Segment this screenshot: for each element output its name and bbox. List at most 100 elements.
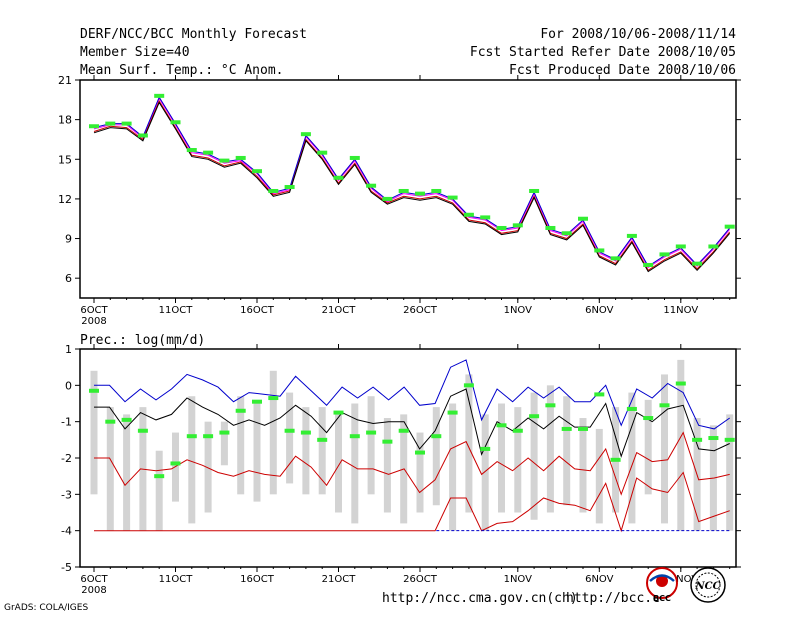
temp-xtick-label: 21OCT [322, 305, 357, 316]
temp-obs-mark [708, 244, 719, 249]
ncc-logo-text: NCC [694, 581, 720, 592]
temp-obs-mark [186, 148, 197, 153]
prec-spread-bar [465, 374, 473, 513]
temp-obs-mark [333, 175, 344, 180]
temp-obs-mark [529, 188, 540, 193]
temp-xtick-label: 6NOV [585, 305, 614, 316]
prec-obs-mark [626, 406, 637, 411]
prec-year-label: 2008 [81, 585, 106, 596]
temp-xtick-label: 11NOV [663, 305, 698, 316]
prec-line-median [94, 388, 730, 458]
prec-spread-bar [432, 407, 440, 506]
prec-spread-bar [628, 392, 636, 524]
temp-ytick-label: 9 [65, 233, 72, 246]
temp-obs-mark [496, 225, 507, 230]
temp-obs-mark [170, 120, 181, 125]
prec-spread-bar [90, 370, 98, 495]
temp-obs-mark [203, 150, 214, 155]
ncc-logo: NCC [690, 567, 726, 603]
temp-obs-mark [268, 188, 279, 193]
prec-obs-mark [317, 437, 328, 442]
prec-spread-bar [237, 396, 245, 495]
prec-spread-bar [335, 414, 342, 513]
prec-spread-bar [416, 432, 424, 513]
prec-spread-bar [367, 396, 375, 495]
prec-spread-bar [204, 421, 212, 513]
prec-obs-mark [545, 403, 556, 408]
temp-xtick-label: 6OCT [80, 305, 108, 316]
forecast-period: For 2008/10/06-2008/11/14 [540, 27, 736, 42]
prec-obs-mark [561, 426, 572, 431]
prec-obs-mark [415, 450, 425, 455]
prec-obs-mark [366, 430, 377, 435]
prec-spread-bar [302, 407, 310, 495]
chart-title: DERF/NCC/BCC Monthly Forecast [80, 27, 307, 42]
prec-xtick-label: 1NOV [504, 574, 533, 585]
temp-obs-mark [137, 133, 148, 138]
prec-xtick-label: 16OCT [240, 574, 275, 585]
temp-ytick-label: 15 [58, 153, 72, 166]
prec-spread-bar [530, 392, 538, 520]
prec-ytick-label: -1 [61, 416, 72, 429]
temp-obs-mark [382, 196, 393, 201]
prec-obs-mark [643, 416, 654, 421]
temp-xtick-label: 11OCT [159, 305, 194, 316]
temp-line-red [93, 100, 731, 272]
prec-obs-mark [447, 410, 458, 415]
prec-obs-mark [186, 434, 197, 439]
temp-obs-mark [284, 185, 295, 190]
temp-obs-mark [398, 188, 409, 193]
prec-spread-bar [123, 414, 131, 531]
prec-spread-bar [449, 403, 457, 531]
url-ncc[interactable]: http://ncc.cma.gov.cn(ch) [382, 591, 578, 606]
prec-obs-mark [235, 408, 246, 413]
prec-obs-mark [529, 414, 540, 419]
temp-obs-mark [121, 121, 132, 126]
prec-obs-mark [594, 392, 605, 397]
temp-obs-mark [480, 215, 491, 220]
prec-spread-bar [661, 374, 668, 524]
member-size: Member Size=40 [80, 45, 190, 60]
prec-spread-bar [579, 418, 587, 513]
prec-obs-mark [692, 437, 703, 442]
prec-obs-mark [170, 461, 181, 466]
prec-obs-mark [333, 410, 344, 415]
prec-spread-bar [253, 403, 261, 502]
temp-obs-mark [235, 155, 246, 160]
temp-obs-mark [578, 216, 588, 221]
prec-obs-mark [300, 430, 311, 435]
prec-obs-mark [252, 399, 262, 404]
prec-obs-mark [480, 446, 491, 451]
temp-ytick-label: 6 [65, 272, 72, 285]
temp-obs-mark [252, 169, 262, 174]
temp-line-magenta [93, 97, 731, 269]
prec-xtick-label: 6OCT [80, 574, 108, 585]
url-bcc[interactable]: http://bcc.c [566, 591, 660, 606]
temp-obs-mark [594, 248, 605, 253]
prec-ytick-label: -4 [61, 525, 72, 538]
prec-spread-bar [351, 403, 359, 524]
temp-obs-mark [300, 132, 311, 137]
temp-obs-mark [675, 244, 686, 249]
temp-obs-mark [317, 150, 328, 155]
prec-obs-mark [610, 457, 621, 462]
prec-obs-mark [121, 417, 132, 422]
temp-year-label: 2008 [81, 316, 106, 327]
temp-obs-mark [447, 195, 458, 200]
temp-obs-mark [545, 225, 556, 230]
temp-obs-mark [643, 262, 654, 267]
prec-spread-bar [677, 359, 685, 531]
temp-xtick-label: 1NOV [504, 305, 533, 316]
refer-date: Fcst Started Refer Date 2008/10/05 [469, 45, 736, 60]
prec-obs-mark [382, 439, 393, 444]
prec-spread-bar [481, 414, 489, 531]
temp-obs-mark [219, 158, 230, 163]
prec-obs-mark [154, 474, 165, 479]
temp-obs-mark [561, 231, 572, 236]
prec-obs-mark [89, 388, 99, 393]
prec-xtick-label: 6NOV [585, 574, 614, 585]
prec-ytick-label: -3 [61, 488, 72, 501]
temp-obs-mark [610, 256, 621, 261]
prec-obs-mark [203, 434, 214, 439]
